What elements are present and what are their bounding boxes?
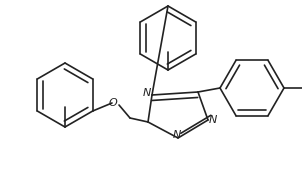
Text: O: O — [109, 98, 117, 108]
Text: N: N — [209, 115, 217, 125]
Text: N: N — [173, 130, 181, 140]
Text: N: N — [143, 88, 151, 98]
